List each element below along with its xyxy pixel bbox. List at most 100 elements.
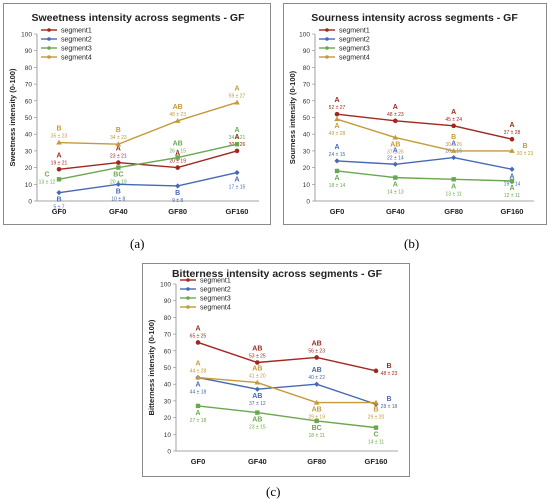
- sweetness-y-tick-label: 60: [25, 98, 33, 105]
- bitterness-significance-letter: AB: [252, 417, 262, 424]
- sweetness-mean-sd-label: 17 ± 15: [229, 185, 246, 191]
- sourness-mean-sd-label: 19 ± 14: [504, 181, 521, 187]
- sourness-point-segment3: [393, 175, 398, 180]
- sweetness-y-tick-label: 30: [25, 148, 33, 155]
- bitterness-significance-letter: A: [195, 361, 200, 368]
- sourness-point-segment2: [451, 154, 457, 161]
- bitterness-significance-letter: BC: [312, 425, 322, 432]
- bitterness-significance-letter: A: [195, 382, 200, 389]
- sourness-point-segment4: [509, 148, 515, 153]
- sweetness-mean-sd-label: 13 ± 12: [39, 179, 56, 185]
- bitterness-significance-letter: C: [373, 432, 378, 439]
- bitterness-mean-sd-label: 14 ± 11: [368, 440, 384, 446]
- sweetness-point-segment3: [56, 177, 62, 182]
- sweetness-x-tick-label: GF160: [226, 207, 249, 216]
- bitterness-y-tick-label: 80: [164, 315, 172, 322]
- sweetness-point-segment1: [56, 166, 62, 172]
- bitterness-mean-sd-label: 40 ± 22: [308, 375, 325, 381]
- bitterness-x-tick-label: GF80: [307, 457, 326, 466]
- bitterness-point-segment1: [373, 368, 379, 374]
- sourness-y-tick-label: 80: [303, 65, 311, 72]
- sourness-significance-letter: A: [334, 97, 339, 104]
- bitterness-significance-letter: A: [195, 325, 200, 332]
- sweetness-significance-letter: A: [175, 151, 180, 158]
- sourness-mean-sd-label: 48 ± 23: [387, 112, 404, 118]
- sourness-mean-sd-label: 22 ± 14: [387, 155, 404, 161]
- sweetness-y-tick-label: 20: [25, 165, 33, 172]
- bitterness-point-segment2: [314, 381, 320, 387]
- sourness-legend-marker: [325, 28, 329, 32]
- bitterness-point-segment1: [195, 340, 201, 345]
- sweetness-y-axis-label: Sweetness intensity (0-100): [8, 68, 17, 166]
- sourness-point-segment4: [392, 134, 399, 140]
- bitterness-series-line-segment2: [197, 376, 377, 405]
- bitterness-series-line-segment1: [197, 341, 377, 372]
- bitterness-point-segment3: [314, 418, 319, 424]
- bitterness-point-segment2: [254, 386, 260, 392]
- sweetness-y-tick-label: 10: [25, 182, 33, 189]
- bitterness-chart-title: Bitterness intensity across segments - G…: [172, 268, 383, 280]
- sweetness-point-segment2: [175, 183, 181, 189]
- bitterness-point-segment3: [195, 403, 201, 409]
- bitterness-y-tick-label: 20: [164, 415, 172, 422]
- sourness-legend-label: segment3: [339, 46, 370, 53]
- bitterness-x-tick-label: GF160: [365, 457, 388, 466]
- bitterness-y-tick-label: 100: [160, 282, 171, 289]
- sourness-y-tick-label: 40: [303, 132, 311, 139]
- sourness-series-line-segment1: [336, 113, 513, 140]
- sourness-point-segment2: [392, 161, 398, 167]
- sweetness-chart-title: Sweetness intensity across segments - GF: [32, 12, 246, 24]
- sweetness-point-segment2: [115, 181, 121, 187]
- sourness-y-tick-label: 90: [303, 48, 311, 55]
- bitterness-significance-letter: B: [386, 396, 391, 403]
- bitterness-x-tick-label: GF0: [191, 457, 206, 466]
- bitterness-legend-label: segment1: [200, 278, 231, 285]
- sweetness-point-segment4: [234, 99, 240, 105]
- bitterness-significance-letter: AB: [312, 340, 322, 347]
- sourness-series-line-segment2: [336, 156, 513, 170]
- sourness-y-tick-label: 100: [299, 32, 310, 39]
- sweetness-significance-letter: B: [56, 126, 61, 133]
- bitterness-y-tick-label: 90: [164, 298, 172, 305]
- sweetness-x-tick-label: GF80: [168, 207, 187, 216]
- sweetness-point-segment1: [234, 148, 240, 154]
- sweetness-mean-sd-label: 48 ± 23: [169, 112, 186, 118]
- bitterness-mean-sd-label: 41 ± 20: [249, 374, 266, 380]
- bitterness-significance-letter: A: [195, 410, 200, 417]
- bitterness-legend-label: segment4: [200, 305, 231, 312]
- sweetness-point-segment2: [56, 190, 62, 196]
- sourness-significance-letter: B: [451, 134, 456, 141]
- bitterness-point-segment4: [254, 379, 261, 385]
- bitterness-significance-letter: AB: [312, 367, 322, 374]
- bitterness-mean-sd-label: 44 ± 28: [190, 369, 207, 375]
- bitterness-y-tick-label: 60: [164, 348, 172, 355]
- sweetness-series-line-segment4: [58, 101, 238, 145]
- bitterness-mean-sd-label: 29 ± 19: [308, 415, 325, 421]
- sourness-legend-marker: [325, 37, 329, 41]
- sourness-y-tick-label: 70: [303, 82, 311, 89]
- sourness-mean-sd-label: 37 ± 28: [504, 130, 521, 136]
- sourness-chart-panel: Sourness intensity across segments - GF S…: [283, 3, 547, 225]
- sweetness-significance-letter: AB: [173, 141, 183, 148]
- sweetness-legend-marker: [47, 55, 51, 59]
- sweetness-mean-sd-label: 34 ± 21: [229, 135, 246, 141]
- sweetness-significance-letter: A: [234, 177, 239, 184]
- sweetness-y-tick-label: 80: [25, 65, 33, 72]
- sourness-significance-letter: A: [509, 173, 514, 180]
- sweetness-legend-label: segment3: [61, 46, 92, 53]
- panel-label-a: (a): [130, 236, 145, 251]
- sweetness-mean-sd-label: 20 ± 19: [110, 180, 127, 186]
- bitterness-legend-marker: [186, 296, 190, 300]
- bitterness-y-tick-label: 70: [164, 332, 172, 339]
- sourness-point-segment1: [393, 118, 398, 124]
- sweetness-mean-sd-label: 35 ± 23: [51, 134, 68, 140]
- sweetness-legend-label: segment4: [61, 55, 92, 62]
- bitterness-significance-letter: AB: [252, 393, 262, 400]
- bitterness-point-segment4: [313, 399, 320, 405]
- sourness-mean-sd-label: 49 ± 28: [329, 131, 346, 137]
- sourness-point-segment1: [451, 123, 456, 129]
- bitterness-chart: Bitterness intensity across segments - G…: [147, 268, 398, 466]
- sweetness-mean-sd-label: 5 ± 7: [53, 205, 64, 211]
- bitterness-chart-panel: Bitterness intensity across segments - G…: [142, 263, 410, 477]
- sweetness-mean-sd-label: 9 ± 8: [172, 198, 183, 204]
